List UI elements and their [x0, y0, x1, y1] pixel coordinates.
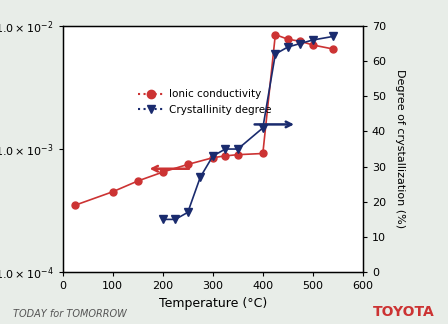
Y-axis label: Degree of crystallization (%): Degree of crystallization (%) — [396, 69, 405, 229]
X-axis label: Temperature (°C): Temperature (°C) — [159, 297, 267, 310]
Legend: Ionic conductivity, Crystallinity degree: Ionic conductivity, Crystallinity degree — [134, 85, 276, 119]
Text: TOYOTA: TOYOTA — [373, 305, 435, 319]
Text: TODAY for TOMORROW: TODAY for TOMORROW — [13, 309, 127, 319]
